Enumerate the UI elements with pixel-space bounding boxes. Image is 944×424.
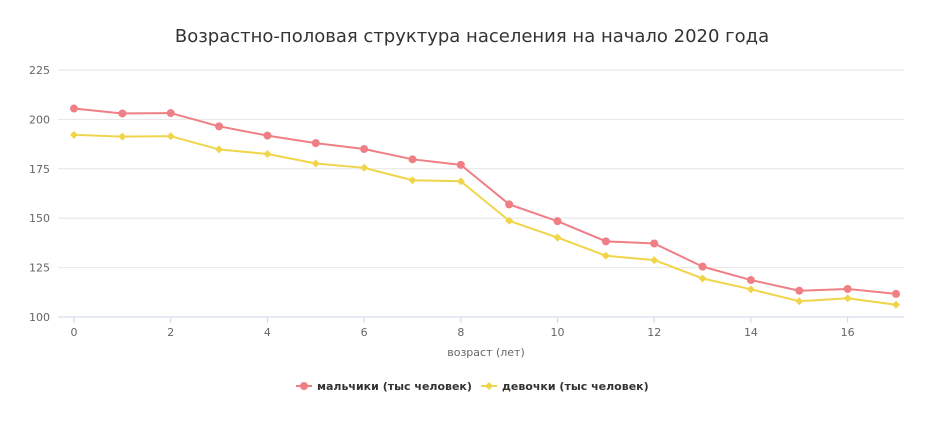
x-tick-label: 16 — [841, 326, 855, 339]
series-boys[interactable] — [70, 104, 900, 298]
legend-item-boys[interactable]: мальчики (тыс человек) — [296, 380, 472, 393]
data-point[interactable] — [456, 160, 465, 169]
data-point[interactable] — [650, 239, 659, 248]
data-point[interactable] — [601, 237, 610, 246]
data-point[interactable] — [360, 163, 369, 172]
y-tick-label: 175 — [29, 163, 50, 176]
data-point[interactable] — [698, 262, 707, 271]
data-point[interactable] — [892, 300, 900, 309]
data-point[interactable] — [892, 289, 900, 298]
data-point[interactable] — [215, 122, 224, 131]
x-tick-label: 4 — [264, 326, 271, 339]
data-point[interactable] — [553, 233, 562, 242]
data-point[interactable] — [166, 132, 175, 141]
data-point[interactable] — [215, 145, 224, 154]
data-point[interactable] — [456, 177, 465, 186]
data-point[interactable] — [795, 297, 804, 306]
y-tick-label: 100 — [29, 311, 50, 324]
x-axis-ticks: 0 2 4 6 8 10 12 14 16 — [71, 317, 855, 339]
data-point[interactable] — [408, 155, 417, 164]
data-point[interactable] — [263, 131, 272, 140]
data-point[interactable] — [505, 216, 514, 225]
series-line — [73, 107, 897, 295]
data-point[interactable] — [746, 276, 755, 285]
y-axis-ticks: 100 125 150 175 200 225 — [29, 64, 50, 324]
data-point[interactable] — [650, 256, 659, 265]
data-point[interactable] — [70, 104, 78, 113]
data-point[interactable] — [843, 294, 852, 303]
series-line — [73, 133, 897, 306]
y-tick-label: 125 — [29, 262, 50, 275]
data-point[interactable] — [795, 286, 804, 295]
legend[interactable]: мальчики (тыс человек) девочки (тыс челов… — [296, 380, 649, 393]
data-point[interactable] — [698, 274, 707, 283]
data-point[interactable] — [263, 149, 272, 158]
series-girls[interactable] — [70, 130, 900, 309]
data-point[interactable] — [843, 284, 852, 293]
legend-item-girls[interactable]: девочки (тыс человек) — [481, 380, 649, 393]
series-group — [70, 104, 900, 309]
legend-label: девочки (тыс человек) — [502, 380, 649, 393]
data-point[interactable] — [601, 251, 610, 260]
data-point[interactable] — [118, 109, 127, 118]
legend-label: мальчики (тыс человек) — [317, 380, 472, 393]
x-tick-label: 10 — [551, 326, 565, 339]
y-tick-label: 150 — [29, 212, 50, 225]
data-point[interactable] — [408, 176, 417, 185]
y-tick-label: 200 — [29, 113, 50, 126]
data-point[interactable] — [70, 130, 78, 139]
data-point[interactable] — [553, 217, 562, 226]
x-tick-label: 14 — [744, 326, 758, 339]
legend-marker — [485, 382, 493, 390]
x-tick-label: 12 — [647, 326, 661, 339]
y-tick-label: 225 — [29, 64, 50, 77]
data-point[interactable] — [311, 159, 320, 168]
x-tick-label: 2 — [167, 326, 174, 339]
x-axis-label: возраст (лет) — [447, 346, 525, 359]
data-point[interactable] — [360, 145, 369, 154]
data-point[interactable] — [311, 139, 320, 148]
data-point[interactable] — [505, 200, 514, 209]
data-point[interactable] — [118, 132, 127, 141]
data-point[interactable] — [166, 109, 175, 118]
data-point[interactable] — [746, 285, 755, 294]
x-tick-label: 0 — [71, 326, 78, 339]
x-tick-label: 6 — [361, 326, 368, 339]
x-tick-label: 8 — [457, 326, 464, 339]
grid-lines — [58, 69, 904, 318]
chart-title: Возрастно-половая структура населения на… — [175, 26, 769, 47]
legend-marker — [300, 382, 308, 390]
